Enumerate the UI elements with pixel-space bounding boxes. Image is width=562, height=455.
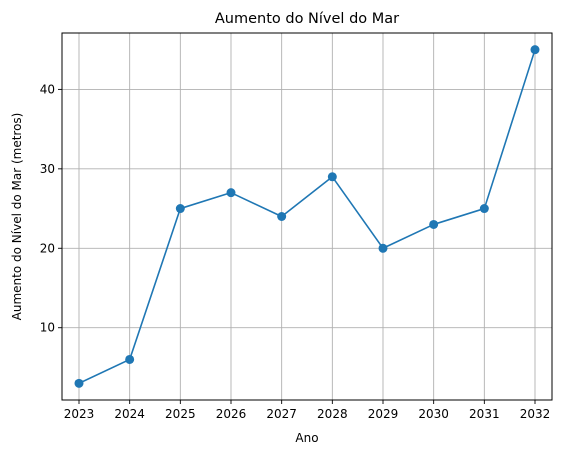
y-tick-label: 10 <box>40 321 55 335</box>
data-point <box>378 243 388 253</box>
series-line <box>78 49 536 385</box>
x-tick-label: 2032 <box>520 407 551 421</box>
data-point <box>125 354 135 364</box>
y-axis-label: Aumento do Nível do Mar (metros) <box>10 113 24 321</box>
data-point <box>327 172 337 182</box>
x-tick-label: 2027 <box>266 407 297 421</box>
y-tick-label: 30 <box>40 162 55 176</box>
x-tick-label: 2025 <box>165 407 196 421</box>
x-tick-label: 2031 <box>469 407 500 421</box>
data-point <box>530 45 540 55</box>
x-tick-label: 2023 <box>64 407 95 421</box>
data-point <box>74 378 84 388</box>
x-tick-label: 2026 <box>216 407 247 421</box>
data-point <box>429 219 439 229</box>
y-tick-label: 20 <box>40 241 55 255</box>
y-tick-label: 40 <box>40 82 55 96</box>
plot-area-frame <box>61 32 553 401</box>
series-layer <box>74 45 540 388</box>
x-tick-label: 2024 <box>114 407 145 421</box>
chart-title: Aumento do Nível do Mar <box>215 11 399 27</box>
data-point <box>479 204 489 214</box>
data-point <box>175 204 185 214</box>
data-point <box>277 212 287 221</box>
tick-layer: 2023 2024 2025 2026 2027 2028 2029 2030 2031 2032… <box>40 82 551 421</box>
data-point <box>226 188 236 198</box>
x-axis-label: Ano <box>295 431 318 445</box>
x-tick-label: 2028 <box>317 407 348 421</box>
x-tick-label: 2029 <box>368 407 399 421</box>
x-tick-label: 2030 <box>418 407 449 421</box>
